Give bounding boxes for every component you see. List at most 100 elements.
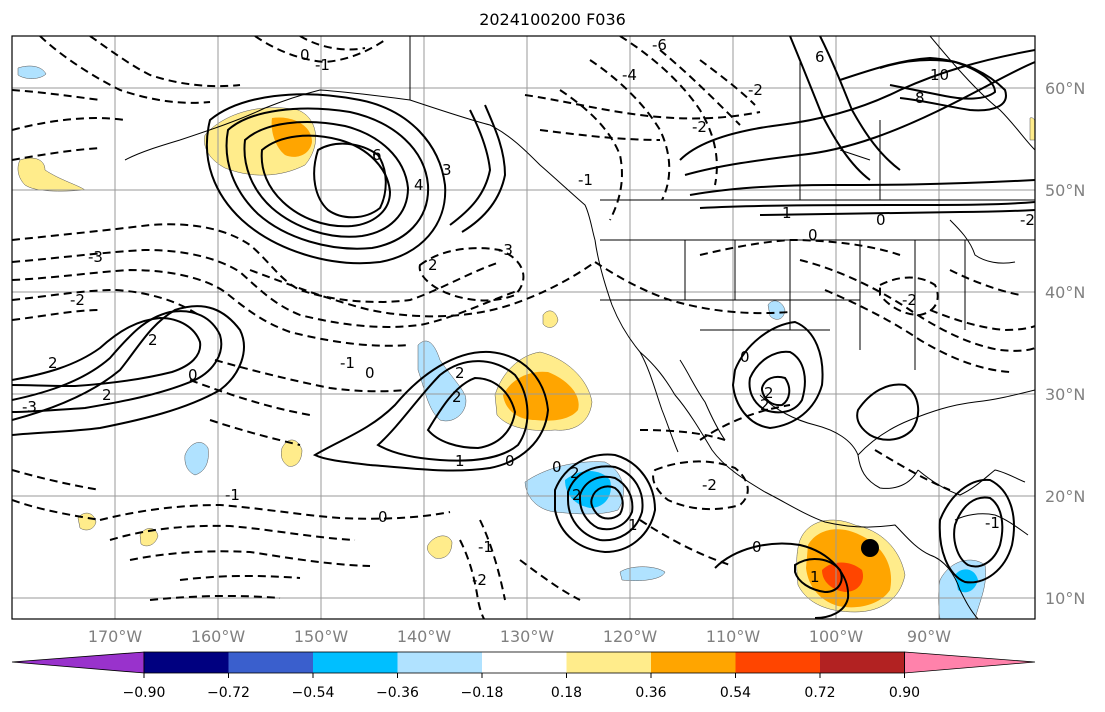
- colorbar-segment: [144, 652, 229, 673]
- lat-label-20: 20°N: [1045, 487, 1085, 506]
- lon-label-150w: 150°W: [294, 627, 349, 646]
- contour-label: -1: [478, 538, 493, 556]
- colorbar-outline: [143, 651, 905, 674]
- contour-label: 2: [48, 354, 58, 372]
- colorbar-max-extension: [904, 651, 1036, 674]
- contour-label: 8: [915, 89, 925, 107]
- fill-south-neg-strong: [565, 471, 611, 508]
- colorbar-label: −0.72: [207, 685, 250, 701]
- colorbar-segment: [820, 652, 905, 673]
- contour-label: 2: [570, 464, 580, 482]
- contour-label: -2: [1020, 211, 1035, 229]
- contour-label: 0: [188, 366, 198, 384]
- lat-label-30: 30°N: [1045, 385, 1085, 404]
- fill-central-neg: [417, 340, 467, 422]
- fill-small-pos4: [427, 535, 453, 559]
- contour-label: 2: [760, 396, 770, 414]
- colorbar-segment: [651, 652, 736, 673]
- colorbar-label: 0.90: [889, 685, 920, 701]
- latitude-labels: 60°N 50°N 40°N 30°N 20°N 10°N: [1045, 79, 1085, 608]
- contour-label: 2: [428, 256, 438, 274]
- fill-baja-pos: [542, 310, 559, 328]
- location-marker: [861, 539, 879, 557]
- colorbar-segment: [313, 652, 398, 673]
- colorbar-label: 0.72: [804, 685, 835, 701]
- fill-topleft-neg: [17, 65, 47, 79]
- lon-label-160w: 160°W: [191, 627, 246, 646]
- contour-labels: 6 10 8 4 2 6 2 0 -1 -2 -3 -6 -4 -3 -2 -1…: [22, 36, 1035, 589]
- lon-label-110w: 110°W: [706, 627, 761, 646]
- contour-label: -4: [622, 66, 637, 84]
- contour-label: -1: [225, 486, 240, 504]
- lat-label-40: 40°N: [1045, 283, 1085, 302]
- fill-central-pos-mid: [503, 371, 579, 421]
- contour-label: 0: [378, 508, 388, 526]
- colorbar-segment: [482, 652, 567, 673]
- fill-small-pos3: [139, 528, 159, 547]
- contour-label: 6: [372, 146, 382, 164]
- lat-label-10: 10°N: [1045, 589, 1085, 608]
- contour-label: -3: [498, 241, 513, 259]
- lon-label-100w: 100°W: [809, 627, 864, 646]
- contour-label: 0: [876, 211, 886, 229]
- colorbar-label: 0.36: [635, 685, 666, 701]
- dashed-contours: [12, 36, 1035, 619]
- contour-label: -2: [692, 118, 707, 136]
- contour-label: 1: [810, 568, 820, 586]
- contour-label: -2: [472, 571, 487, 589]
- fill-dateline-pos: [17, 157, 86, 192]
- contour-label: 6: [815, 48, 825, 66]
- fill-small-pos2: [77, 512, 97, 531]
- contour-label: 0: [505, 452, 515, 470]
- contours: [12, 36, 1035, 619]
- colorbar-label: −0.90: [123, 685, 166, 701]
- contour-label: 4: [414, 176, 424, 194]
- longitude-labels: 170°W 160°W 150°W 140°W 130°W 120°W 110°…: [88, 627, 951, 646]
- contour-label: 2: [452, 388, 462, 406]
- lat-label-50: 50°N: [1045, 181, 1085, 200]
- colorbar-segment: [228, 652, 313, 673]
- contour-label: 0: [808, 226, 818, 244]
- colorbar-label: −0.54: [292, 685, 335, 701]
- contour-label: 1: [782, 204, 792, 222]
- fill-mid-neg: [184, 442, 209, 476]
- gridlines: [12, 36, 1035, 619]
- contour-label: -3: [22, 398, 37, 416]
- colorbar-segment: [397, 652, 482, 673]
- contour-label: -2: [902, 291, 917, 309]
- contour-label: 0: [365, 364, 375, 382]
- fill-small-pos1: [281, 439, 303, 467]
- contour-label: 0: [752, 538, 762, 556]
- contour-label: -1: [578, 171, 593, 189]
- contour-label: 3: [442, 161, 452, 179]
- contour-label: -6: [652, 36, 667, 54]
- map-frame: [11, 35, 1036, 620]
- fill-central-am-neg-strong: [955, 569, 978, 593]
- contour-label: -1: [315, 56, 330, 74]
- contour-label: -1: [340, 354, 355, 372]
- contour-label: -2: [70, 291, 85, 309]
- contour-label: -2: [702, 476, 717, 494]
- contour-label: 1: [455, 452, 465, 470]
- contour-label: 2: [148, 331, 158, 349]
- map-title: 2024100200 F036: [479, 10, 626, 29]
- colorbar-min-extension: [11, 651, 145, 674]
- contour-label: -3: [88, 248, 103, 266]
- lon-label-90w: 90°W: [907, 627, 951, 646]
- contour-label: 2: [572, 486, 582, 504]
- contour-label: 10: [930, 66, 949, 84]
- colorbar-label: −0.18: [461, 685, 504, 701]
- lon-label-170w: 170°W: [88, 627, 143, 646]
- fill-right-pos: [1029, 117, 1035, 141]
- lon-label-140w: 140°W: [397, 627, 452, 646]
- colorbar-segment: [566, 652, 651, 673]
- contour-label: 1: [628, 516, 638, 534]
- contour-label: 2: [455, 364, 465, 382]
- colorbar-label: 0.54: [720, 685, 751, 701]
- colorbar-label: −0.36: [376, 685, 419, 701]
- colorbar: −0.90 −0.72 −0.54 −0.36 −0.18 0.18 0.36 …: [11, 651, 1036, 701]
- lon-label-130w: 130°W: [500, 627, 555, 646]
- contour-label: 2: [102, 386, 112, 404]
- contour-label: 0: [552, 458, 562, 476]
